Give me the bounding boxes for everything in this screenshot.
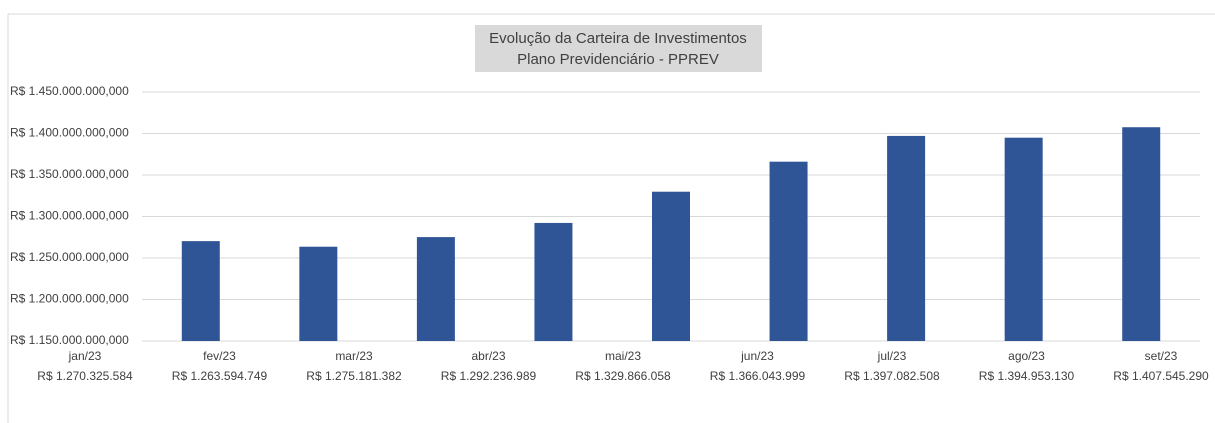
x-tick-label: mai/23 bbox=[605, 349, 641, 363]
data-label: R$ 1.394.953.130 bbox=[979, 369, 1075, 383]
chart-subtitle: Plano Previdenciário - PPREV bbox=[517, 51, 719, 68]
x-tick-label: abr/23 bbox=[471, 349, 505, 363]
bar bbox=[1004, 137, 1043, 341]
y-tick-label: R$ 1.250.000.000,000 bbox=[10, 250, 129, 264]
bar bbox=[887, 135, 926, 341]
bar bbox=[769, 161, 808, 341]
y-tick-label: R$ 1.450.000.000,000 bbox=[10, 84, 129, 98]
x-tick-label: mar/23 bbox=[335, 349, 373, 363]
y-tick-label: R$ 1.200.000.000,000 bbox=[10, 292, 129, 306]
x-tick-label: ago/23 bbox=[1008, 349, 1045, 363]
bar bbox=[1122, 127, 1161, 341]
y-tick-label: R$ 1.400.000.000,000 bbox=[10, 126, 129, 140]
data-label: R$ 1.329.866.058 bbox=[575, 369, 671, 383]
y-tick-label: R$ 1.150.000.000,000 bbox=[10, 333, 129, 347]
y-tick-label: R$ 1.300.000.000,000 bbox=[10, 209, 129, 223]
bar bbox=[534, 222, 573, 341]
data-label: R$ 1.270.325.584 bbox=[37, 369, 133, 383]
data-label: R$ 1.275.181.382 bbox=[306, 369, 402, 383]
x-tick-label: jul/23 bbox=[877, 349, 907, 363]
data-label: R$ 1.397.082.508 bbox=[844, 369, 940, 383]
x-tick-label: set/23 bbox=[1145, 349, 1178, 363]
x-tick-label: fev/23 bbox=[203, 349, 236, 363]
bar bbox=[299, 246, 338, 341]
data-label: R$ 1.407.545.290 bbox=[1113, 369, 1209, 383]
data-label: R$ 1.366.043.999 bbox=[710, 369, 806, 383]
y-tick-label: R$ 1.350.000.000,000 bbox=[10, 167, 129, 181]
bar bbox=[652, 191, 690, 341]
bar bbox=[181, 241, 220, 341]
data-label: R$ 1.263.594.749 bbox=[172, 369, 268, 383]
bar bbox=[416, 237, 455, 341]
data-label: R$ 1.292.236.989 bbox=[441, 369, 537, 383]
chart-title: Evolução da Carteira de Investimentos bbox=[489, 30, 747, 47]
x-tick-label: jun/23 bbox=[740, 349, 774, 363]
x-tick-label: jan/23 bbox=[68, 349, 102, 363]
title-box bbox=[475, 25, 762, 72]
